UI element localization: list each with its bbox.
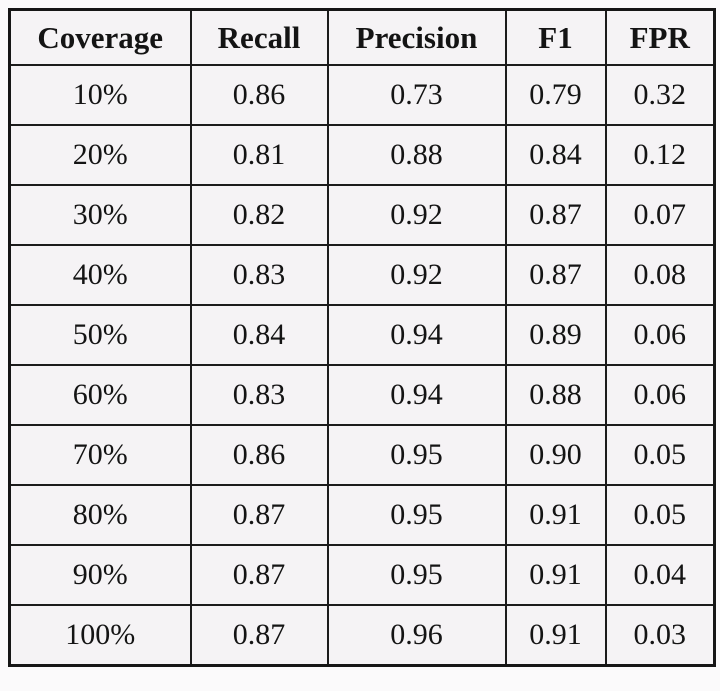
coverage-cell: 90% [8, 544, 192, 606]
fpr-cell: 0.05 [604, 484, 716, 546]
precision-cell: 0.95 [326, 424, 507, 486]
fpr-cell: 0.05 [604, 424, 716, 486]
table-row: 70% 0.86 0.95 0.90 0.05 [8, 424, 716, 486]
coverage-cell: 70% [8, 424, 192, 486]
f1-cell: 0.87 [504, 184, 607, 246]
column-header-fpr: FPR [604, 8, 716, 66]
fpr-cell: 0.08 [604, 244, 716, 306]
recall-cell: 0.86 [189, 424, 329, 486]
precision-cell: 0.95 [326, 544, 507, 606]
coverage-cell: 40% [8, 244, 192, 306]
f1-cell: 0.88 [504, 364, 607, 426]
table-row: 30% 0.82 0.92 0.87 0.07 [8, 184, 716, 246]
table-row: 50% 0.84 0.94 0.89 0.06 [8, 304, 716, 366]
table-row: 80% 0.87 0.95 0.91 0.05 [8, 484, 716, 546]
coverage-cell: 80% [8, 484, 192, 546]
f1-cell: 0.84 [504, 124, 607, 186]
table-row: 60% 0.83 0.94 0.88 0.06 [8, 364, 716, 426]
table-header: Coverage Recall Precision F1 FPR [8, 8, 716, 66]
fpr-cell: 0.06 [604, 364, 716, 426]
f1-cell: 0.91 [504, 484, 607, 546]
coverage-cell: 20% [8, 124, 192, 186]
precision-cell: 0.94 [326, 364, 507, 426]
metrics-table: Coverage Recall Precision F1 FPR 10% 0.8… [8, 8, 716, 667]
f1-cell: 0.87 [504, 244, 607, 306]
coverage-cell: 50% [8, 304, 192, 366]
column-header-f1: F1 [504, 8, 607, 66]
table-body: 10% 0.86 0.73 0.79 0.32 20% 0.81 0.88 0.… [8, 64, 716, 667]
coverage-cell: 10% [8, 64, 192, 126]
fpr-cell: 0.04 [604, 544, 716, 606]
fpr-cell: 0.06 [604, 304, 716, 366]
precision-cell: 0.73 [326, 64, 507, 126]
table-row: 10% 0.86 0.73 0.79 0.32 [8, 64, 716, 126]
recall-cell: 0.84 [189, 304, 329, 366]
recall-cell: 0.86 [189, 64, 329, 126]
column-header-precision: Precision [326, 8, 507, 66]
table-row: 100% 0.87 0.96 0.91 0.03 [8, 604, 716, 667]
column-header-coverage: Coverage [8, 8, 192, 66]
f1-cell: 0.90 [504, 424, 607, 486]
fpr-cell: 0.07 [604, 184, 716, 246]
fpr-cell: 0.03 [604, 604, 716, 667]
precision-cell: 0.96 [326, 604, 507, 667]
f1-cell: 0.91 [504, 604, 607, 667]
f1-cell: 0.91 [504, 544, 607, 606]
f1-cell: 0.89 [504, 304, 607, 366]
table-container: Coverage Recall Precision F1 FPR 10% 0.8… [8, 8, 716, 667]
recall-cell: 0.81 [189, 124, 329, 186]
fpr-cell: 0.12 [604, 124, 716, 186]
precision-cell: 0.88 [326, 124, 507, 186]
recall-cell: 0.87 [189, 604, 329, 667]
recall-cell: 0.83 [189, 244, 329, 306]
coverage-cell: 60% [8, 364, 192, 426]
recall-cell: 0.87 [189, 484, 329, 546]
table-row: 90% 0.87 0.95 0.91 0.04 [8, 544, 716, 606]
fpr-cell: 0.32 [604, 64, 716, 126]
precision-cell: 0.94 [326, 304, 507, 366]
f1-cell: 0.79 [504, 64, 607, 126]
recall-cell: 0.82 [189, 184, 329, 246]
table-row: 20% 0.81 0.88 0.84 0.12 [8, 124, 716, 186]
recall-cell: 0.83 [189, 364, 329, 426]
precision-cell: 0.92 [326, 244, 507, 306]
precision-cell: 0.95 [326, 484, 507, 546]
precision-cell: 0.92 [326, 184, 507, 246]
column-header-recall: Recall [189, 8, 329, 66]
header-row: Coverage Recall Precision F1 FPR [8, 8, 716, 66]
coverage-cell: 100% [8, 604, 192, 667]
table-row: 40% 0.83 0.92 0.87 0.08 [8, 244, 716, 306]
coverage-cell: 30% [8, 184, 192, 246]
recall-cell: 0.87 [189, 544, 329, 606]
